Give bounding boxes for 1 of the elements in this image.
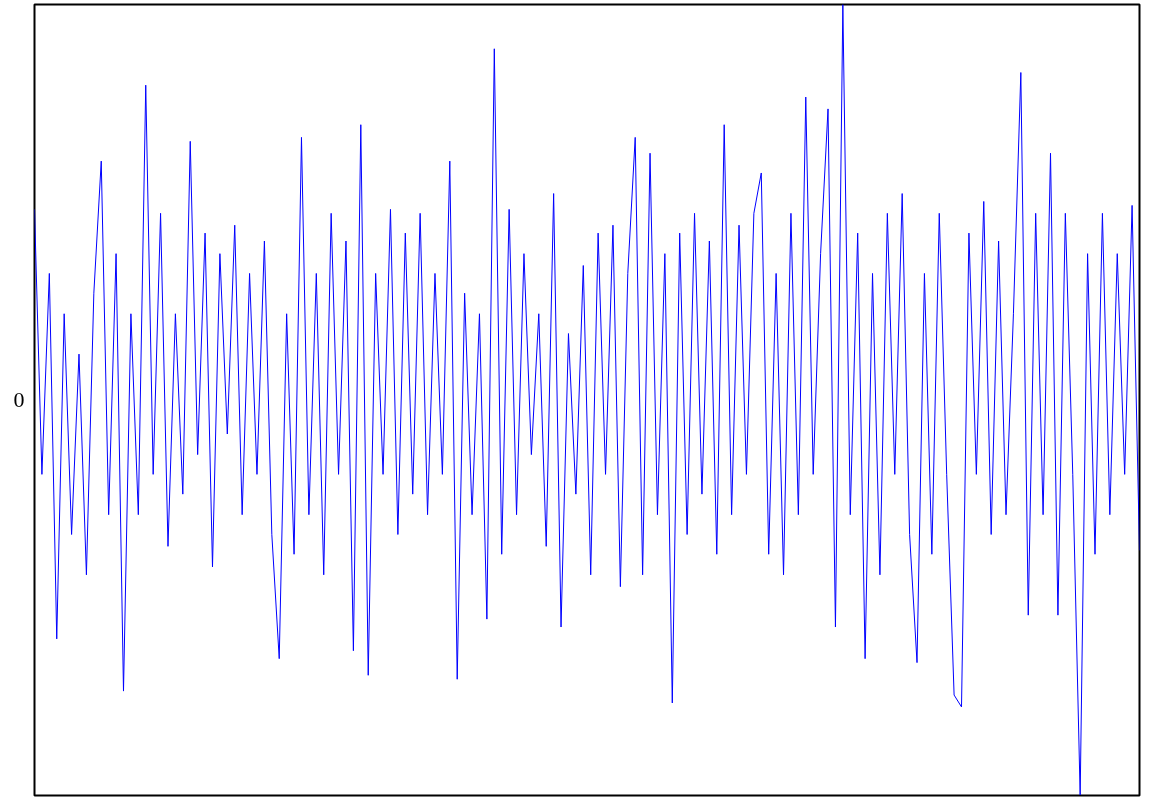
text: 0 xyxy=(13,387,25,412)
